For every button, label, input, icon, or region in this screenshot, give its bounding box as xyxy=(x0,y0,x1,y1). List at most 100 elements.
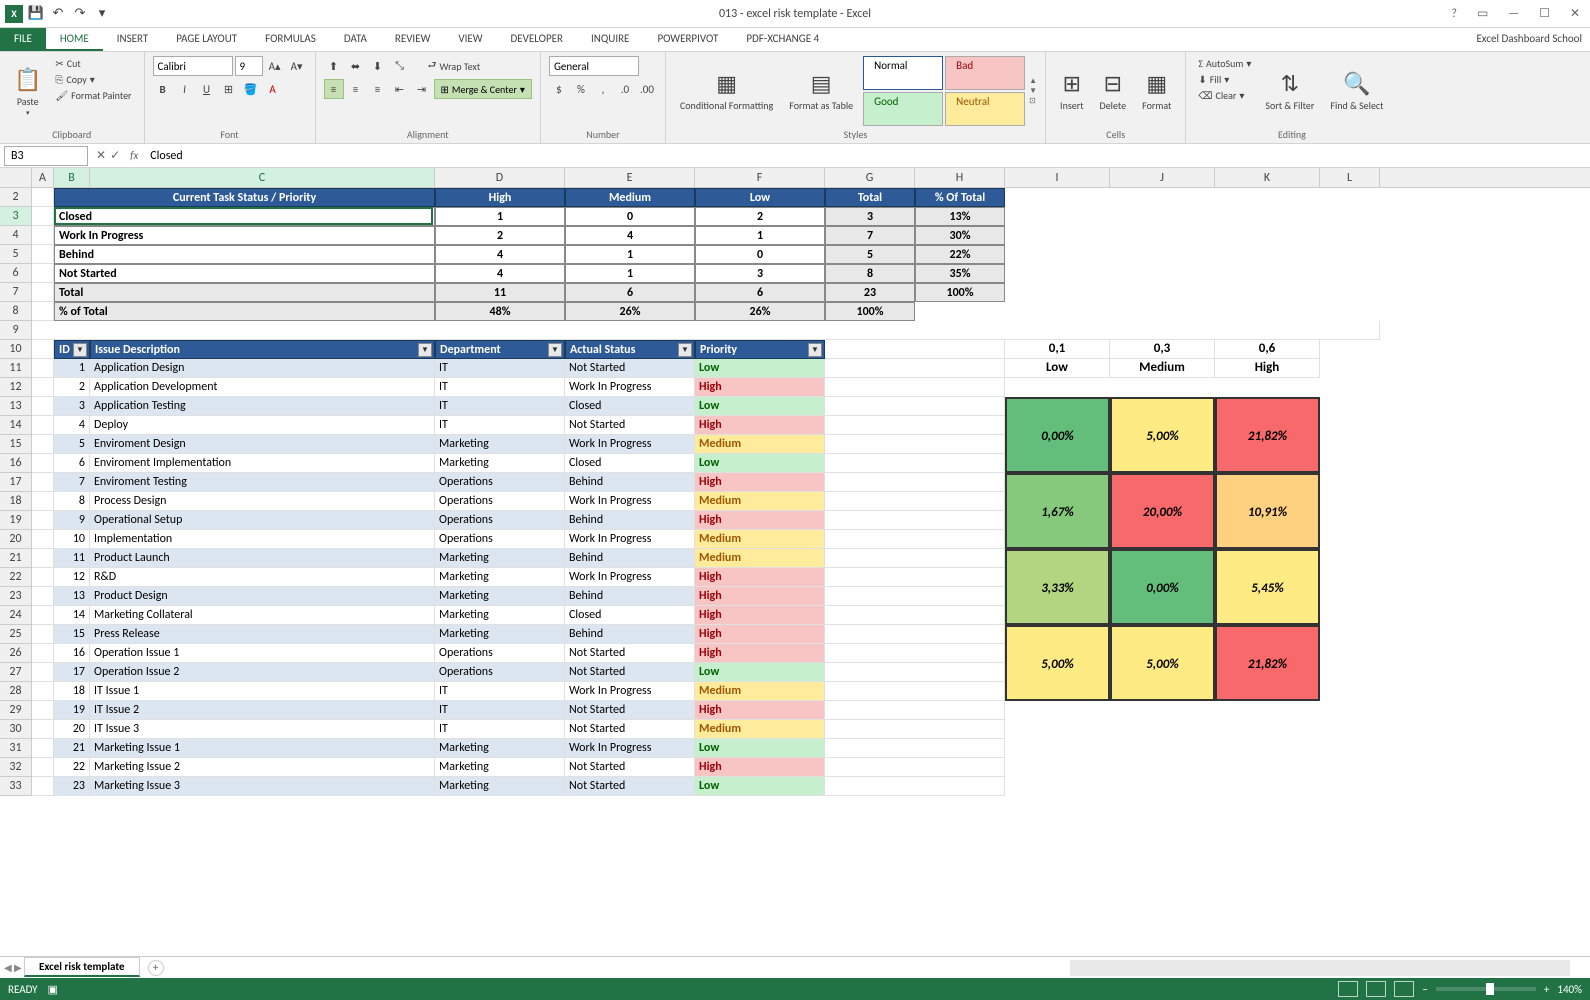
row-header-10[interactable]: 10 xyxy=(0,340,32,359)
cell[interactable] xyxy=(825,606,1005,625)
cell[interactable] xyxy=(825,720,1005,739)
row-header-28[interactable]: 28 xyxy=(0,682,32,701)
row-header-29[interactable]: 29 xyxy=(0,701,32,720)
cell[interactable]: IT xyxy=(435,359,565,378)
cell[interactable] xyxy=(32,245,54,264)
filter-arrow-icon[interactable]: ▼ xyxy=(548,343,562,357)
matrix-cell[interactable]: 5,00% xyxy=(1110,625,1215,701)
cell[interactable] xyxy=(825,739,1005,758)
font-size-select[interactable] xyxy=(235,56,263,76)
cell[interactable] xyxy=(825,701,1005,720)
cell[interactable]: 8 xyxy=(825,264,915,283)
cell[interactable]: 23 xyxy=(54,777,90,796)
cell[interactable]: High xyxy=(695,511,825,530)
cell[interactable]: 2 xyxy=(435,226,565,245)
row-header-11[interactable]: 11 xyxy=(0,359,32,378)
page-layout-view-icon[interactable] xyxy=(1366,981,1386,997)
cell[interactable] xyxy=(32,530,54,549)
cell[interactable]: 20 xyxy=(54,720,90,739)
row-header-6[interactable]: 6 xyxy=(0,264,32,283)
cell[interactable]: Operations xyxy=(435,492,565,511)
cell[interactable]: Enviroment Testing xyxy=(90,473,435,492)
cell[interactable]: Not Started xyxy=(565,663,695,682)
ribbon-tab-view[interactable]: VIEW xyxy=(444,28,496,51)
cell[interactable]: Low xyxy=(695,454,825,473)
align-top-icon[interactable]: ⬆ xyxy=(324,56,344,76)
cell[interactable]: Marketing xyxy=(435,454,565,473)
column-header-J[interactable]: J xyxy=(1110,168,1215,187)
row-header-14[interactable]: 14 xyxy=(0,416,32,435)
cell[interactable]: 7 xyxy=(54,473,90,492)
cell[interactable]: High xyxy=(695,416,825,435)
row-header-3[interactable]: 3 xyxy=(0,207,32,226)
format-painter-button[interactable]: 🖌 Format Painter xyxy=(51,88,135,103)
cell[interactable]: 8 xyxy=(54,492,90,511)
filter-arrow-icon[interactable]: ▼ xyxy=(678,343,692,357)
help-icon[interactable]: ? xyxy=(1445,5,1463,23)
cell[interactable]: Marketing Issue 1 xyxy=(90,739,435,758)
cell[interactable]: Actual Status▼ xyxy=(565,340,695,359)
cell[interactable] xyxy=(32,435,54,454)
fx-icon[interactable]: fx xyxy=(124,149,144,162)
cell[interactable]: High xyxy=(695,644,825,663)
row-header-25[interactable]: 25 xyxy=(0,625,32,644)
cell[interactable]: Operational Setup xyxy=(90,511,435,530)
select-all-corner[interactable] xyxy=(0,168,32,187)
cell[interactable] xyxy=(825,378,1005,397)
cell[interactable]: Product Design xyxy=(90,587,435,606)
cell[interactable]: Medium xyxy=(695,549,825,568)
cell[interactable]: Not Started xyxy=(565,720,695,739)
column-header-F[interactable]: F xyxy=(695,168,825,187)
ribbon-tab-home[interactable]: HOME xyxy=(46,28,103,51)
filter-arrow-icon[interactable]: ▼ xyxy=(808,343,822,357)
cell[interactable]: 5 xyxy=(54,435,90,454)
cell[interactable]: Medium xyxy=(695,530,825,549)
cell[interactable]: Marketing xyxy=(435,777,565,796)
fill-color-button[interactable]: 🪣 xyxy=(241,79,261,99)
cell[interactable]: Application Development xyxy=(90,378,435,397)
cell[interactable]: Work In Progress xyxy=(54,226,435,245)
cell[interactable]: % of Total xyxy=(54,302,435,321)
column-header-C[interactable]: C xyxy=(90,168,435,187)
cell[interactable]: ID▼ xyxy=(54,340,90,359)
cell[interactable]: % Of Total xyxy=(915,188,1005,207)
styles-more-icon[interactable]: ⊡ xyxy=(1029,96,1037,106)
cell[interactable]: Enviroment Design xyxy=(90,435,435,454)
cell[interactable]: 22 xyxy=(54,758,90,777)
cell[interactable]: Behind xyxy=(565,511,695,530)
ribbon-tab-powerpivot[interactable]: POWERPIVOT xyxy=(643,28,732,51)
row-header-31[interactable]: 31 xyxy=(0,739,32,758)
cell[interactable]: Marketing Issue 3 xyxy=(90,777,435,796)
ribbon-tab-insert[interactable]: INSERT xyxy=(103,28,163,51)
cell[interactable]: Operations xyxy=(435,530,565,549)
cell[interactable]: 0,6 xyxy=(1215,340,1320,359)
cell[interactable]: R&D xyxy=(90,568,435,587)
cell[interactable] xyxy=(32,283,54,302)
insert-cells-button[interactable]: ⊞Insert xyxy=(1054,56,1090,126)
cell[interactable]: Behind xyxy=(54,245,435,264)
cell[interactable]: Operations xyxy=(435,511,565,530)
cell[interactable] xyxy=(825,473,1005,492)
cell[interactable]: IT xyxy=(435,397,565,416)
cell[interactable]: Low xyxy=(695,397,825,416)
cell[interactable]: 3 xyxy=(695,264,825,283)
cell[interactable]: Work In Progress xyxy=(565,682,695,701)
autosum-button[interactable]: Σ AutoSum ▾ xyxy=(1194,56,1255,71)
ribbon-tab-developer[interactable]: DEVELOPER xyxy=(497,28,577,51)
cell[interactable]: High xyxy=(1215,359,1320,378)
cell[interactable]: Operations xyxy=(435,644,565,663)
qat-more-icon[interactable]: ▾ xyxy=(92,4,112,24)
cell[interactable]: 23 xyxy=(825,283,915,302)
row-header-4[interactable]: 4 xyxy=(0,226,32,245)
accounting-icon[interactable]: $ xyxy=(549,79,569,99)
sort-filter-button[interactable]: ⇅Sort & Filter xyxy=(1259,56,1320,126)
ribbon-collapse-icon[interactable]: ▭ xyxy=(1471,4,1494,23)
cell[interactable]: Current Task Status / Priority xyxy=(54,188,435,207)
cell[interactable]: Low xyxy=(695,188,825,207)
matrix-cell[interactable]: 5,00% xyxy=(1005,625,1110,701)
align-left-icon[interactable]: ≡ xyxy=(324,79,344,99)
styles-down-icon[interactable]: ▼ xyxy=(1029,86,1037,96)
cell[interactable]: 1 xyxy=(565,245,695,264)
cell[interactable]: IT xyxy=(435,682,565,701)
cell[interactable] xyxy=(825,511,1005,530)
